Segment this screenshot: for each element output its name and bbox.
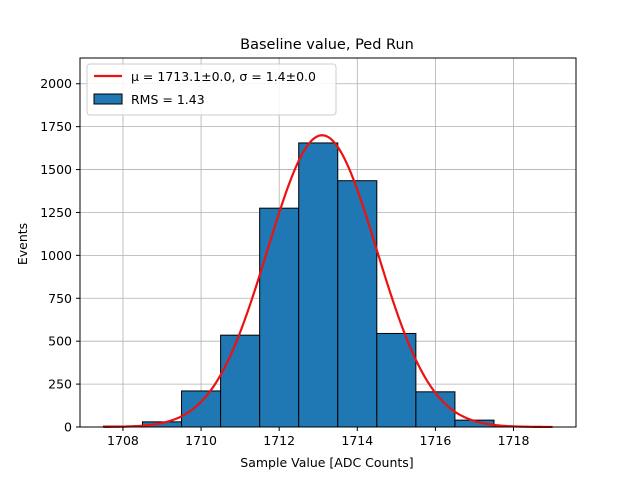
y-axis-ticks: 0 250 500 750 1000 1250 1500 1750 2000 — [40, 76, 80, 435]
y-tick-label: 250 — [48, 377, 72, 392]
y-tick-label: 2000 — [40, 76, 72, 91]
x-tick-label: 1716 — [419, 433, 451, 448]
x-tick-label: 1718 — [498, 433, 530, 448]
x-axis-label: Sample Value [ADC Counts] — [240, 455, 413, 470]
legend-fit-label: μ = 1713.1±0.0, σ = 1.4±0.0 — [131, 69, 316, 84]
histogram-bar — [298, 142, 339, 428]
y-tick-label: 1500 — [40, 162, 72, 177]
y-tick-label: 0 — [64, 420, 72, 435]
histogram-bar — [415, 391, 456, 428]
y-tick-label: 1250 — [40, 205, 72, 220]
histogram-bar — [337, 180, 378, 428]
y-tick-label: 750 — [48, 291, 72, 306]
y-axis-label: Events — [15, 223, 30, 265]
legend: μ = 1713.1±0.0, σ = 1.4±0.0 RMS = 1.43 — [86, 63, 337, 116]
histogram-bar — [181, 390, 222, 428]
x-tick-label: 1710 — [185, 433, 217, 448]
gaussian-fit — [103, 134, 553, 429]
legend-rms-label: RMS = 1.43 — [131, 92, 205, 107]
x-tick-label: 1714 — [341, 433, 373, 448]
legend-rms-swatch — [93, 93, 123, 105]
x-tick-label: 1708 — [107, 433, 139, 448]
y-tick-label: 1000 — [40, 248, 72, 263]
y-tick-label: 1750 — [40, 119, 72, 134]
histogram-bars — [102, 142, 534, 428]
chart-title: Baseline value, Ped Run — [240, 37, 414, 53]
x-axis-ticks: 1708 1710 1712 1714 1716 1718 — [107, 427, 529, 448]
legend-box — [86, 63, 337, 116]
histogram-bar — [376, 332, 417, 428]
y-tick-label: 500 — [48, 334, 72, 349]
fit-curve — [103, 134, 553, 429]
histogram-bar — [259, 207, 300, 428]
plot-frame — [79, 57, 577, 428]
x-tick-label: 1712 — [263, 433, 295, 448]
histogram-bar — [220, 334, 261, 428]
